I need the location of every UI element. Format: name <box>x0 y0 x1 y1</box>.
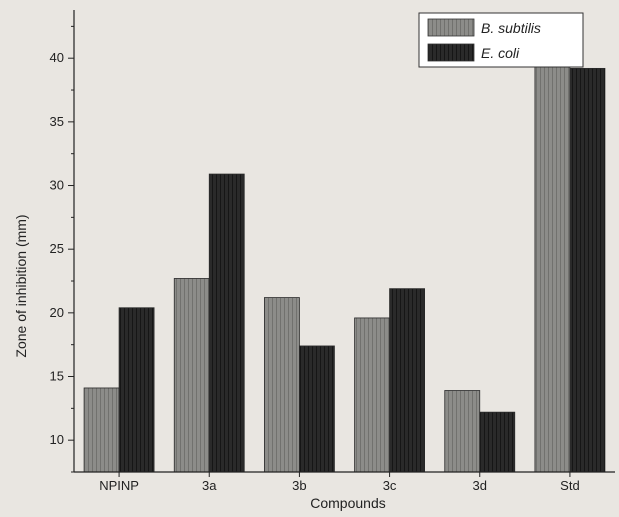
y-tick-label: 10 <box>50 432 64 447</box>
bar-std-e-coli <box>569 67 606 473</box>
bar-3c-e-coli <box>389 288 425 473</box>
bar-3a-e-coli <box>208 173 245 473</box>
x-tick-label: 3d <box>473 478 487 493</box>
y-axis-title: Zone of inhibition (mm) <box>13 214 29 357</box>
bar-std-b-subtilis <box>534 20 571 473</box>
bar-3d-e-coli <box>479 411 516 473</box>
bar-3b-b-subtilis <box>264 297 300 473</box>
legend: B. subtilis E. coli <box>418 12 584 68</box>
legend-label-e-coli: E. coli <box>481 45 520 61</box>
bar-npinp-b-subtilis <box>83 387 120 473</box>
x-tick-label: 3b <box>292 478 306 493</box>
bar-3c-b-subtilis <box>354 317 390 473</box>
y-axis: 10 15 20 25 30 35 40 <box>50 10 75 473</box>
legend-label-b-subtilis: B. subtilis <box>481 20 541 36</box>
y-tick-label: 30 <box>50 178 64 193</box>
legend-swatch-e-coli <box>427 43 475 62</box>
x-tick-label: Std <box>560 478 580 493</box>
bar-3a-b-subtilis <box>173 278 210 473</box>
x-tick-label: 3a <box>202 478 217 493</box>
bars-layer <box>83 20 606 473</box>
bar-3b-e-coli <box>299 345 335 473</box>
bar-3d-b-subtilis <box>444 390 481 473</box>
y-tick-label: 15 <box>50 369 64 384</box>
x-tick-label: NPINP <box>99 478 139 493</box>
y-tick-label: 40 <box>50 50 64 65</box>
x-tick-label: 3c <box>383 478 397 493</box>
y-tick-label: 20 <box>50 305 64 320</box>
legend-swatch-b-subtilis <box>427 18 475 37</box>
bar-npinp-e-coli <box>118 307 155 473</box>
y-tick-label: 25 <box>50 241 64 256</box>
x-axis: NPINP 3a 3b 3c 3d Std <box>74 471 615 493</box>
x-axis-title: Compounds <box>310 495 386 511</box>
y-tick-label: 35 <box>50 114 64 129</box>
